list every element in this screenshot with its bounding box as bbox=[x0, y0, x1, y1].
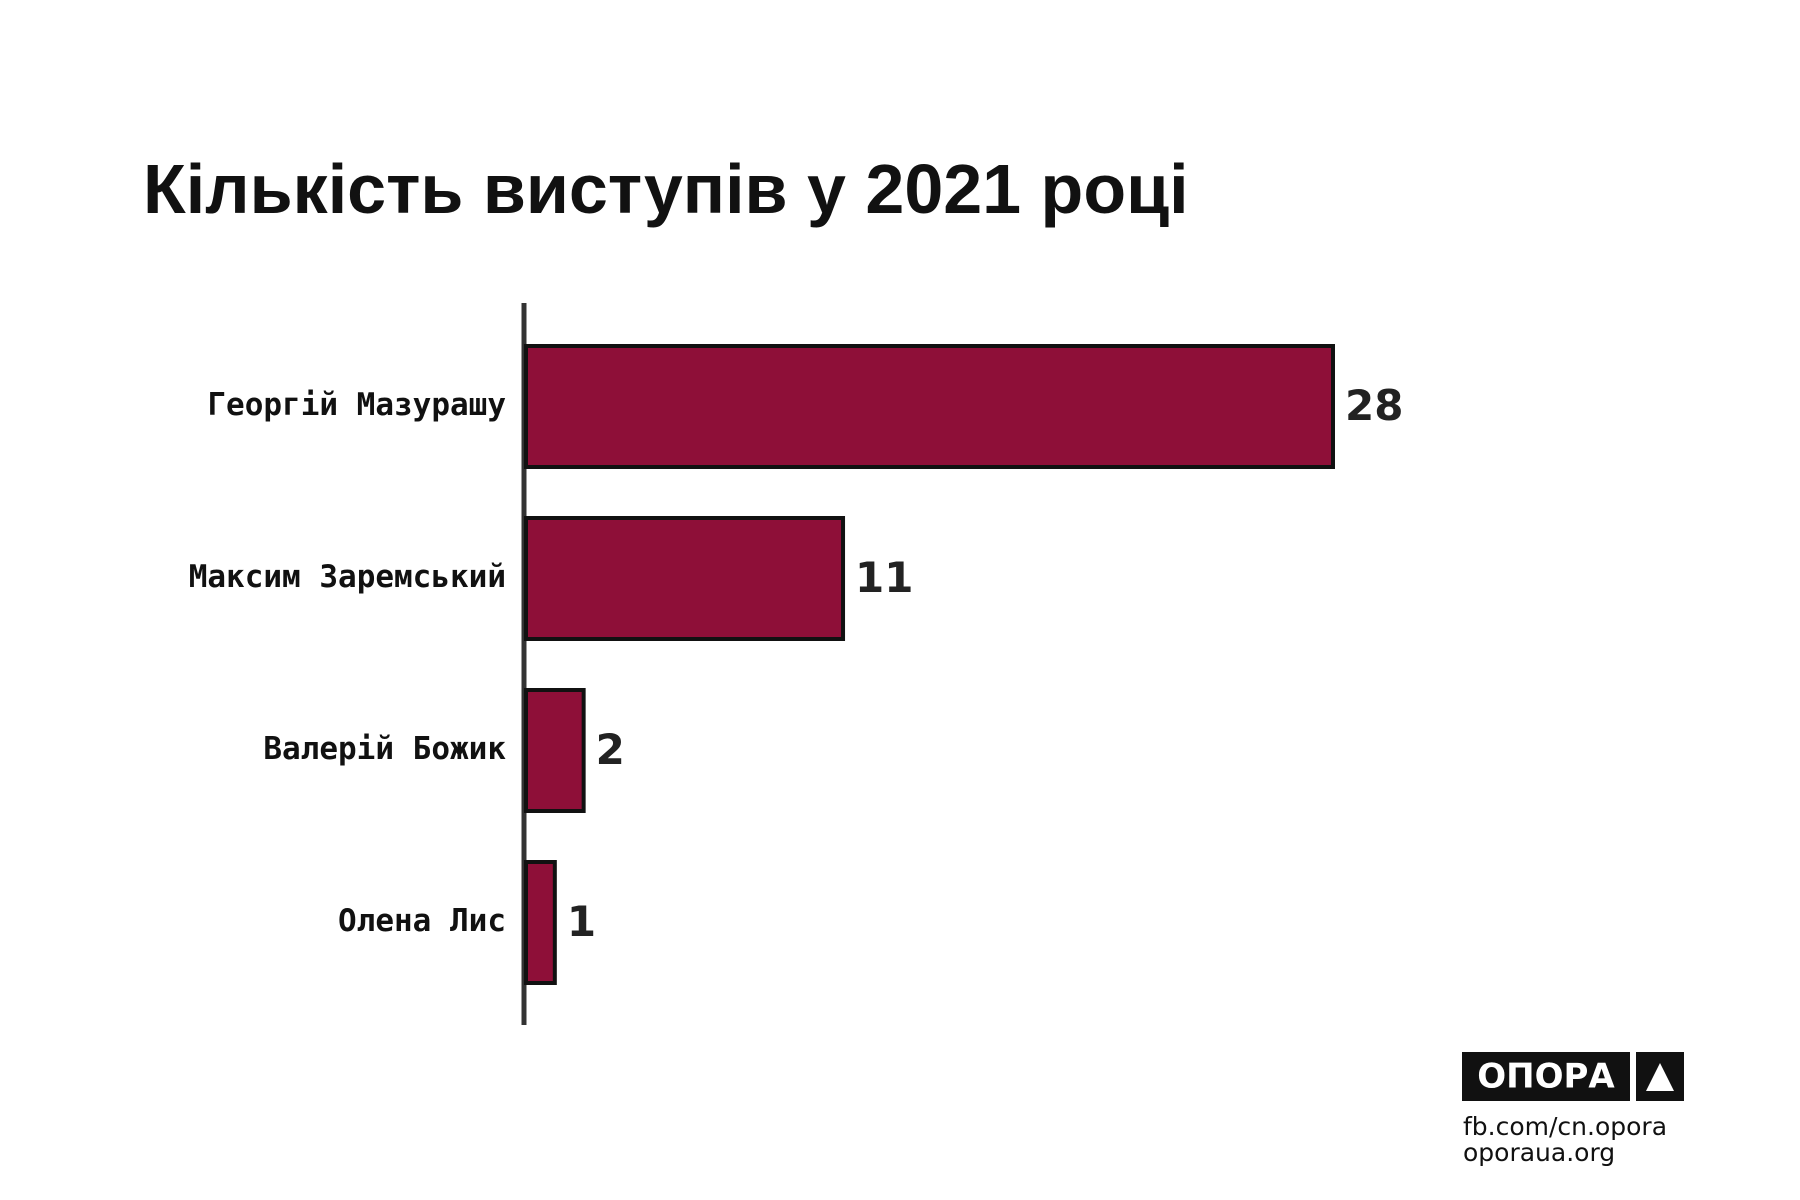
bar bbox=[524, 516, 846, 641]
logo-box bbox=[1462, 1052, 1630, 1101]
logo: ОПОРА bbox=[1462, 1052, 1684, 1101]
bar bbox=[524, 344, 1335, 469]
bar bbox=[524, 688, 586, 813]
chart-title: Кількість виступів у 2021 році bbox=[143, 150, 1189, 228]
category-label: Максим Заремський bbox=[189, 559, 506, 595]
logo-text: ОПОРА bbox=[1477, 1057, 1615, 1097]
value-label: 2 bbox=[596, 725, 625, 774]
category-label: Валерій Божик bbox=[263, 731, 506, 767]
bar bbox=[524, 860, 557, 985]
value-label: 28 bbox=[1345, 381, 1403, 430]
value-label: 11 bbox=[855, 553, 913, 602]
footer-link: fb.com/cn.opora bbox=[1463, 1112, 1667, 1141]
category-label: Олена Лис bbox=[338, 903, 506, 939]
logo-icon bbox=[1646, 1063, 1674, 1091]
footer-link: oporaua.org bbox=[1463, 1138, 1615, 1167]
value-label: 1 bbox=[567, 897, 596, 946]
category-label: Георгій Мазурашу bbox=[207, 387, 506, 423]
